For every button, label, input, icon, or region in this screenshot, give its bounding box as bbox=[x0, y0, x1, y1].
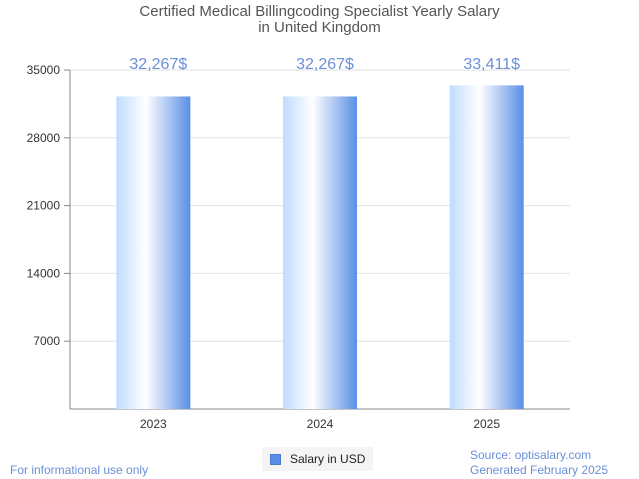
y-tick-label: 14000 bbox=[27, 266, 61, 280]
generated-date: Generated February 2025 bbox=[470, 463, 609, 477]
data-labels: 32,267$ 32,267$ 33,411$ bbox=[129, 56, 520, 73]
bar-2025 bbox=[449, 85, 524, 410]
x-tick-label: 2023 bbox=[140, 417, 167, 431]
bars bbox=[116, 85, 524, 410]
legend[interactable]: Salary in USD bbox=[262, 447, 374, 471]
chart-title-line-1: Certified Medical Billingcoding Speciali… bbox=[139, 3, 500, 20]
source-link[interactable]: Source: optisalary.com bbox=[470, 448, 592, 462]
data-label: 32,267$ bbox=[296, 56, 354, 73]
chart-title-line-2: in United Kingdom bbox=[258, 19, 381, 36]
x-tick-label: 2024 bbox=[307, 417, 334, 431]
bar-2023 bbox=[116, 96, 191, 409]
y-tick-label: 21000 bbox=[27, 199, 61, 213]
y-tick-label: 28000 bbox=[27, 131, 61, 145]
bar-2024 bbox=[283, 96, 357, 409]
y-tick-label: 35000 bbox=[27, 63, 61, 77]
x-tick-label: 2025 bbox=[473, 417, 500, 431]
legend-swatch-icon bbox=[270, 453, 281, 465]
data-label: 32,267$ bbox=[129, 56, 187, 73]
disclaimer-note: For informational use only bbox=[10, 463, 149, 477]
source-note: Source: optisalary.com Generated Februar… bbox=[470, 448, 608, 478]
legend-label: Salary in USD bbox=[290, 452, 366, 466]
chart-title: Certified Medical Billingcoding Speciali… bbox=[0, 4, 639, 36]
y-tick-label: 7000 bbox=[33, 334, 60, 348]
data-label: 33,411$ bbox=[463, 56, 520, 73]
